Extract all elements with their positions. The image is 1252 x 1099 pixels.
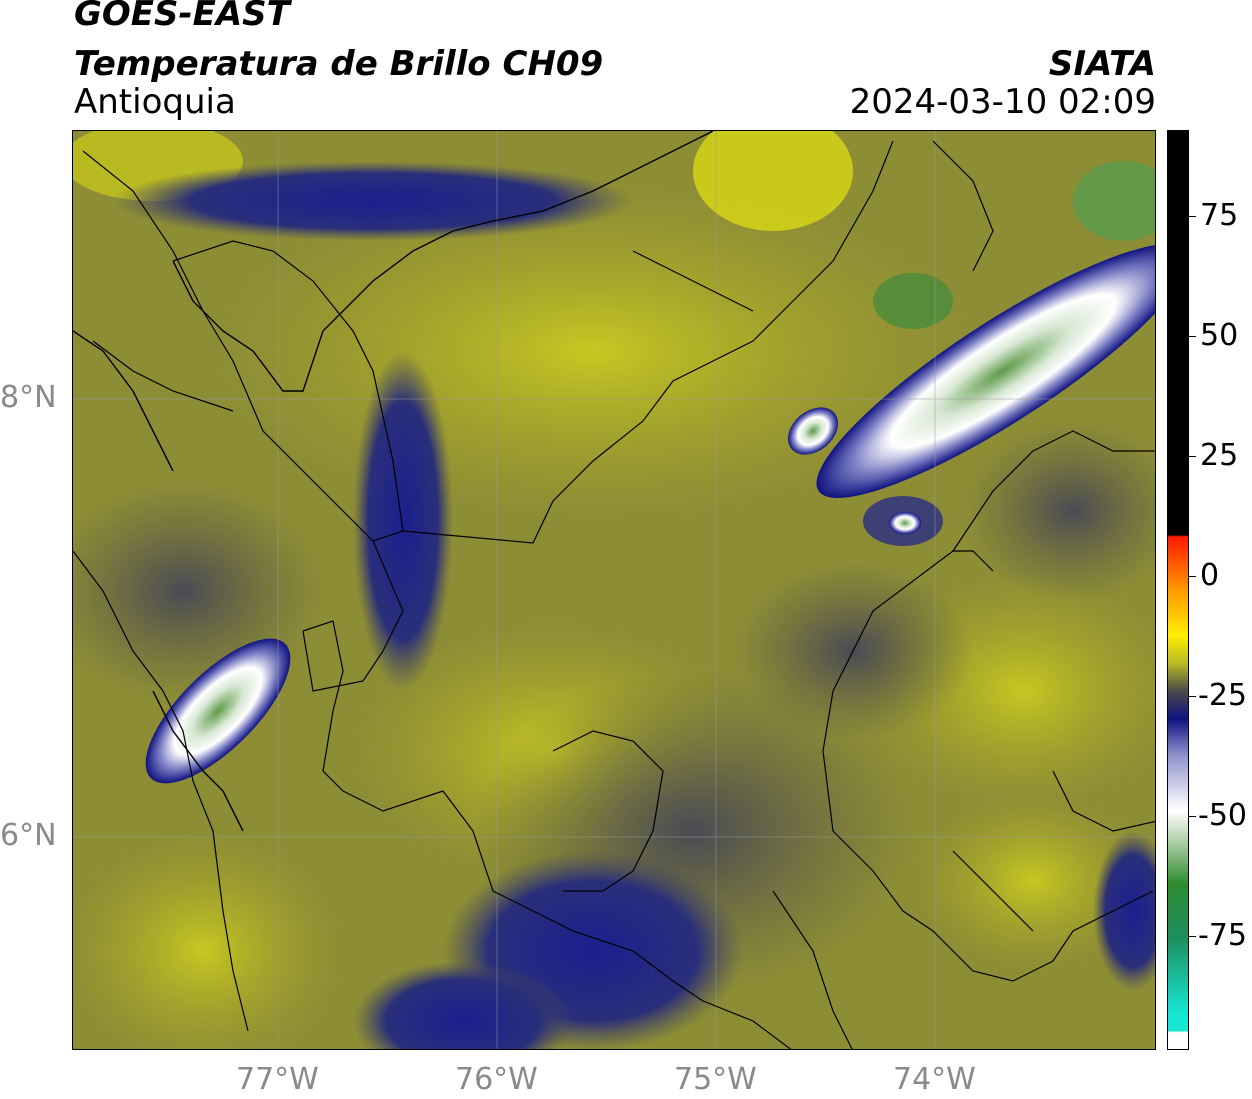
lon-label-77w: 77°W bbox=[236, 1062, 319, 1097]
lon-label-76w: 76°W bbox=[455, 1062, 538, 1097]
warm-region-sw bbox=[73, 831, 343, 1049]
colorbar-label-minus50: -50 bbox=[1198, 798, 1247, 833]
lat-label-8n: 8°N bbox=[0, 380, 57, 415]
cloud-west-band bbox=[353, 351, 453, 691]
product-title: Temperatura de Brillo CH09 bbox=[74, 44, 604, 84]
colorbar bbox=[1167, 130, 1189, 1050]
colorbar-tick bbox=[1188, 216, 1196, 217]
colorbar-label-50: 50 bbox=[1200, 318, 1239, 353]
map-canvas bbox=[73, 131, 1155, 1049]
colorbar-label-0: 0 bbox=[1200, 558, 1220, 593]
satellite-map bbox=[72, 130, 1156, 1050]
org-title: SIATA bbox=[1048, 44, 1156, 84]
lat-label-6n: 6°N bbox=[0, 818, 57, 853]
gridlines bbox=[73, 131, 1155, 1049]
satellite-title: GOES-EAST bbox=[74, 0, 290, 34]
storm-band-ne bbox=[816, 244, 1155, 498]
warm-region-se bbox=[913, 791, 1153, 971]
colorbar-tick bbox=[1188, 456, 1196, 457]
cloud-north-band bbox=[113, 161, 633, 241]
colorbar-tick bbox=[1188, 696, 1196, 697]
storm-cell-tiny bbox=[889, 512, 921, 534]
cloud-south-2 bbox=[353, 961, 573, 1049]
datetime-title: 2024-03-10 02:09 bbox=[849, 82, 1156, 122]
colorbar-tick bbox=[1188, 576, 1196, 577]
storm-cell-small bbox=[787, 407, 839, 455]
coastline bbox=[73, 131, 714, 832]
lon-label-75w: 75°W bbox=[674, 1062, 757, 1097]
colorbar-tick bbox=[1188, 816, 1196, 817]
colorbar-label-25: 25 bbox=[1200, 438, 1239, 473]
storm-cell-west bbox=[145, 638, 291, 784]
colorbar-tick bbox=[1188, 936, 1196, 937]
storm-core-mid bbox=[873, 273, 953, 329]
colorbar-label-minus75: -75 bbox=[1198, 918, 1247, 953]
colorbar-tick bbox=[1188, 336, 1196, 337]
storm-core-ne bbox=[1073, 161, 1155, 241]
warm-spot-north bbox=[693, 131, 853, 231]
boundaries bbox=[73, 140, 1155, 1049]
region-title: Antioquia bbox=[74, 82, 236, 122]
colorbar-label-minus25: -25 bbox=[1198, 678, 1247, 713]
cloud-east-edge bbox=[1093, 831, 1155, 991]
cool-region-ne bbox=[963, 421, 1155, 601]
lon-label-74w: 74°W bbox=[893, 1062, 976, 1097]
colorbar-label-75: 75 bbox=[1200, 198, 1239, 233]
